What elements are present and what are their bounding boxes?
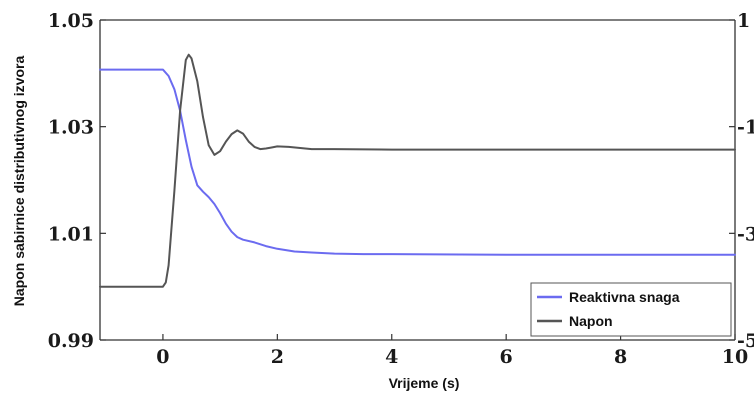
plot-frame [99, 19, 736, 341]
series-line-reaktivna-snaga [99, 68, 736, 256]
series-line-napon [99, 53, 736, 288]
y-tick-label: 1.05 [48, 10, 94, 32]
y2-tick-label: -1 [737, 117, 754, 139]
y-tick-label: 1.01 [48, 223, 94, 245]
series-group [99, 53, 736, 288]
y2-tick-label: -5 [737, 330, 754, 352]
y2-tick-label: -3 [737, 223, 754, 245]
legend-label-reaktivna-snaga: Reaktivna snaga [569, 289, 680, 305]
x-tick-label: 0 [156, 346, 169, 368]
x-axis-label: Vrijeme (s) [389, 375, 460, 391]
y-tick-label: 1.03 [48, 117, 94, 139]
y2-tick-label: 1 [737, 10, 750, 32]
x-tick-label: 2 [271, 346, 284, 368]
y-axis-label: Napon sabirnice distributivnog izvora [11, 56, 27, 307]
legend-box [530, 282, 732, 337]
x-tick-label: 4 [385, 346, 398, 368]
tick-group: 0.991.011.031.05-5-3-110 2 4 6 8 10 [48, 10, 754, 368]
x-tick-label: 6 [500, 346, 513, 368]
legend-label-napon: Napon [569, 313, 613, 329]
y-tick-label: 0.99 [48, 330, 94, 352]
x-tick-label: 8 [614, 346, 627, 368]
x-tick-label: 10 [722, 346, 748, 368]
legend: Reaktivna snaga Napon [530, 282, 732, 337]
